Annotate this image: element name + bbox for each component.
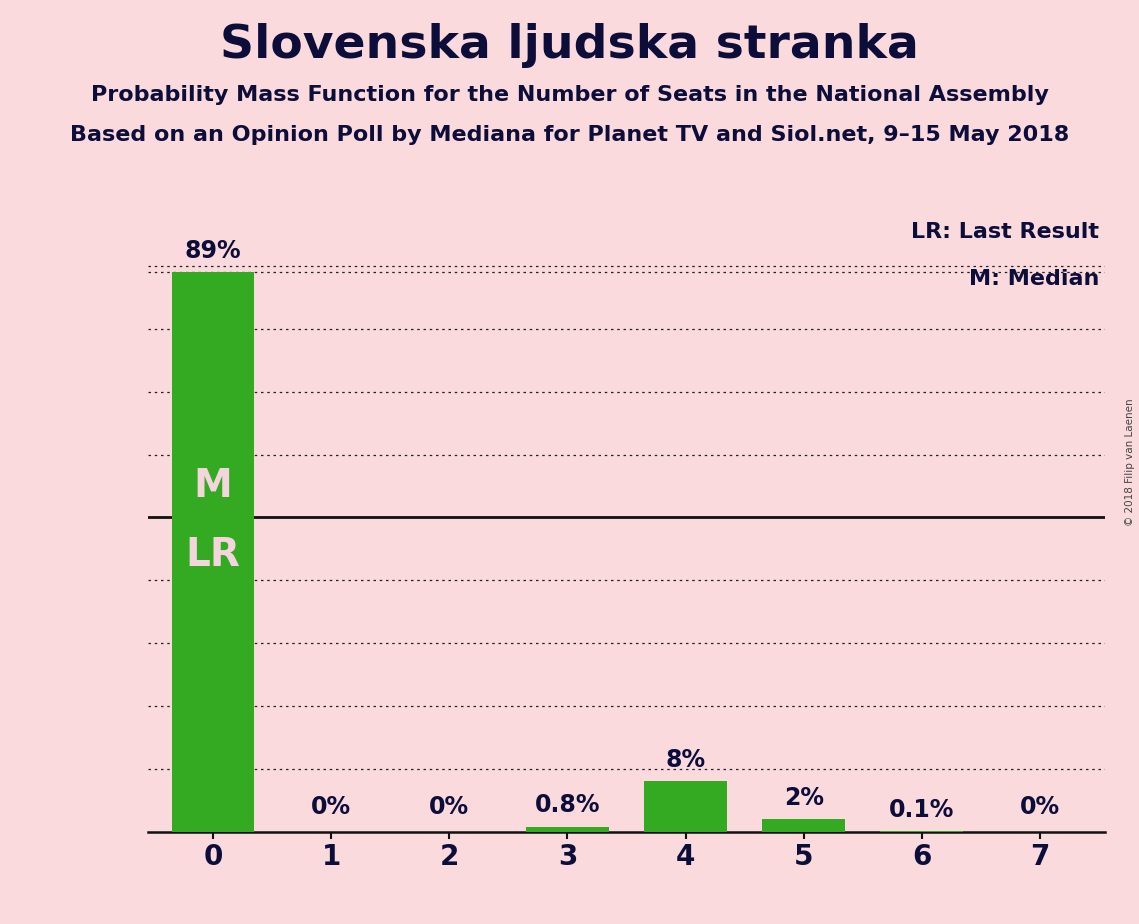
Text: 0%: 0%: [311, 795, 351, 819]
Text: 0%: 0%: [429, 795, 469, 819]
Text: 0.8%: 0.8%: [534, 793, 600, 817]
Bar: [762, 819, 845, 832]
Text: 0.1%: 0.1%: [890, 797, 954, 821]
Text: 8%: 8%: [665, 748, 705, 772]
Text: LR: LR: [186, 536, 240, 574]
Bar: [526, 827, 608, 832]
Bar: [172, 273, 254, 832]
Text: M: M: [194, 467, 232, 505]
Text: Slovenska ljudska stranka: Slovenska ljudska stranka: [220, 23, 919, 68]
Text: 0%: 0%: [1019, 795, 1060, 819]
Bar: [645, 782, 727, 832]
Text: Probability Mass Function for the Number of Seats in the National Assembly: Probability Mass Function for the Number…: [91, 85, 1048, 105]
Text: © 2018 Filip van Laenen: © 2018 Filip van Laenen: [1125, 398, 1134, 526]
Text: 2%: 2%: [784, 785, 823, 809]
Text: LR: Last Result: LR: Last Result: [911, 222, 1099, 242]
Text: 89%: 89%: [185, 239, 241, 263]
Text: Based on an Opinion Poll by Mediana for Planet TV and Siol.net, 9–15 May 2018: Based on an Opinion Poll by Mediana for …: [69, 125, 1070, 145]
Text: M: Median: M: Median: [968, 269, 1099, 289]
